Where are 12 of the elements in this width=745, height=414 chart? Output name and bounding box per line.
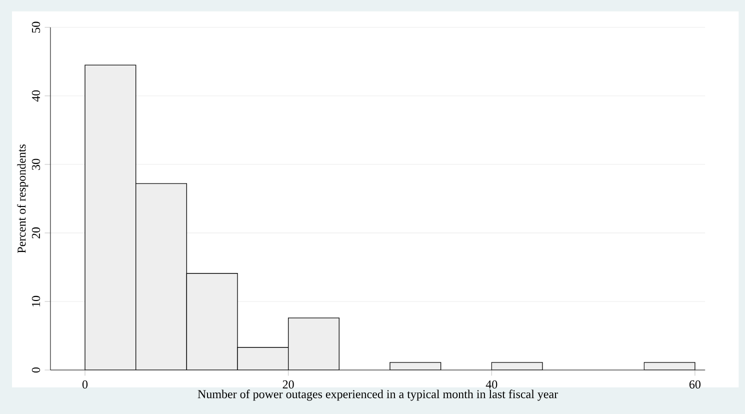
y-tick-label: 10 <box>32 296 40 306</box>
y-tick-label: 40 <box>32 90 40 102</box>
x-axis-title: Number of power outages experienced in a typical month in last fiscal year <box>198 390 558 401</box>
y-tick-label: 0 <box>32 367 40 373</box>
x-tick-label: 0 <box>82 380 88 389</box>
x-tick-label: 20 <box>282 380 294 389</box>
x-tick-label: 60 <box>689 380 700 389</box>
y-tick-label: 20 <box>32 227 40 238</box>
y-tick-label: 30 <box>32 158 40 170</box>
y-axis-title: Percent of respondents <box>17 144 28 253</box>
x-tick-label: 40 <box>486 380 498 389</box>
y-tick-label: 50 <box>32 22 40 33</box>
